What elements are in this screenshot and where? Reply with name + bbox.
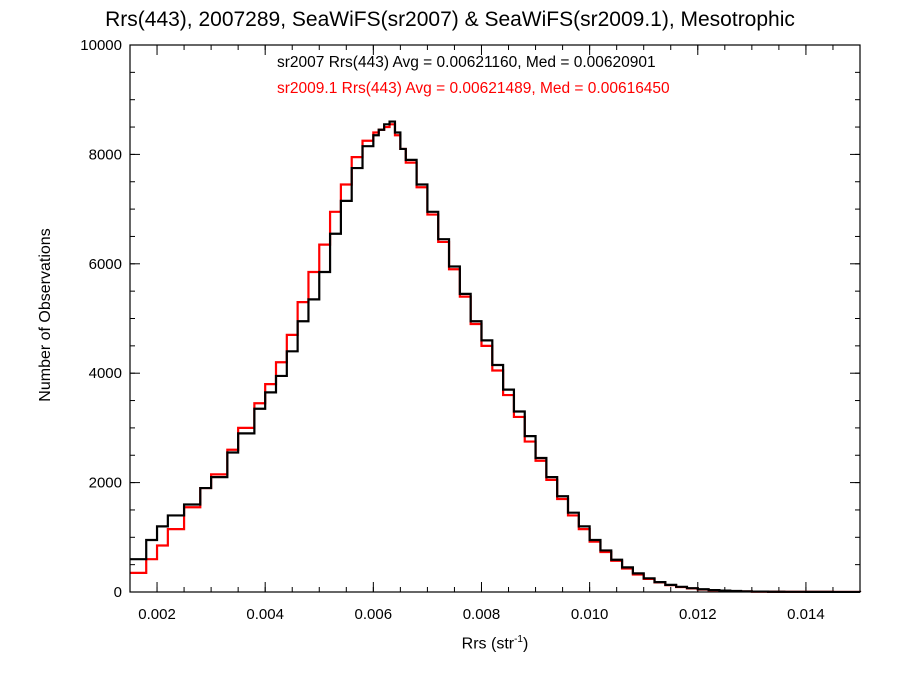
- series-line-sr2009: [130, 123, 862, 594]
- annotation-sr2007: sr2007 Rrs(443) Avg = 0.00621160, Med = …: [277, 54, 656, 71]
- x-tick-label: 0.004: [246, 606, 284, 623]
- x-tick-label: 0.012: [679, 606, 717, 623]
- x-tick-label: 0.014: [787, 606, 825, 623]
- plot-frame: [129, 44, 861, 593]
- x-axis-label-close: ): [523, 635, 529, 653]
- x-tick-label: 0.010: [571, 606, 609, 623]
- x-axis-label: Rrs (str-1): [130, 634, 860, 653]
- series-line-sr2007: [130, 120, 862, 594]
- y-tick-label: 8000: [89, 146, 122, 163]
- y-tick-label: 10000: [80, 37, 122, 54]
- annotation-sr2009: sr2009.1 Rrs(443) Avg = 0.00621489, Med …: [277, 80, 670, 97]
- y-tick-label: 6000: [89, 256, 122, 273]
- x-tick-label: 0.006: [355, 606, 393, 623]
- x-tick-label: 0.002: [138, 606, 176, 623]
- x-tick-labels: 0.002 0.004 0.006 0.008 0.010 0.012 0.014: [138, 606, 824, 623]
- y-tick-label: 2000: [89, 475, 122, 492]
- series-layer: [130, 120, 862, 594]
- x-axis-label-main: Rrs (str: [461, 635, 515, 653]
- y-tick-label: 0: [114, 584, 122, 601]
- axis-ticks: [129, 44, 861, 593]
- y-axis-label: Number of Observations: [37, 228, 54, 402]
- y-tick-labels: 0 2000 4000 6000 8000 10000: [80, 37, 122, 601]
- x-axis-label-superscript: -1: [514, 634, 523, 645]
- x-tick-label: 0.008: [463, 606, 501, 623]
- y-tick-label: 4000: [89, 365, 122, 382]
- chart-title: Rrs(443), 2007289, SeaWiFS(sr2007) & Sea…: [105, 8, 795, 31]
